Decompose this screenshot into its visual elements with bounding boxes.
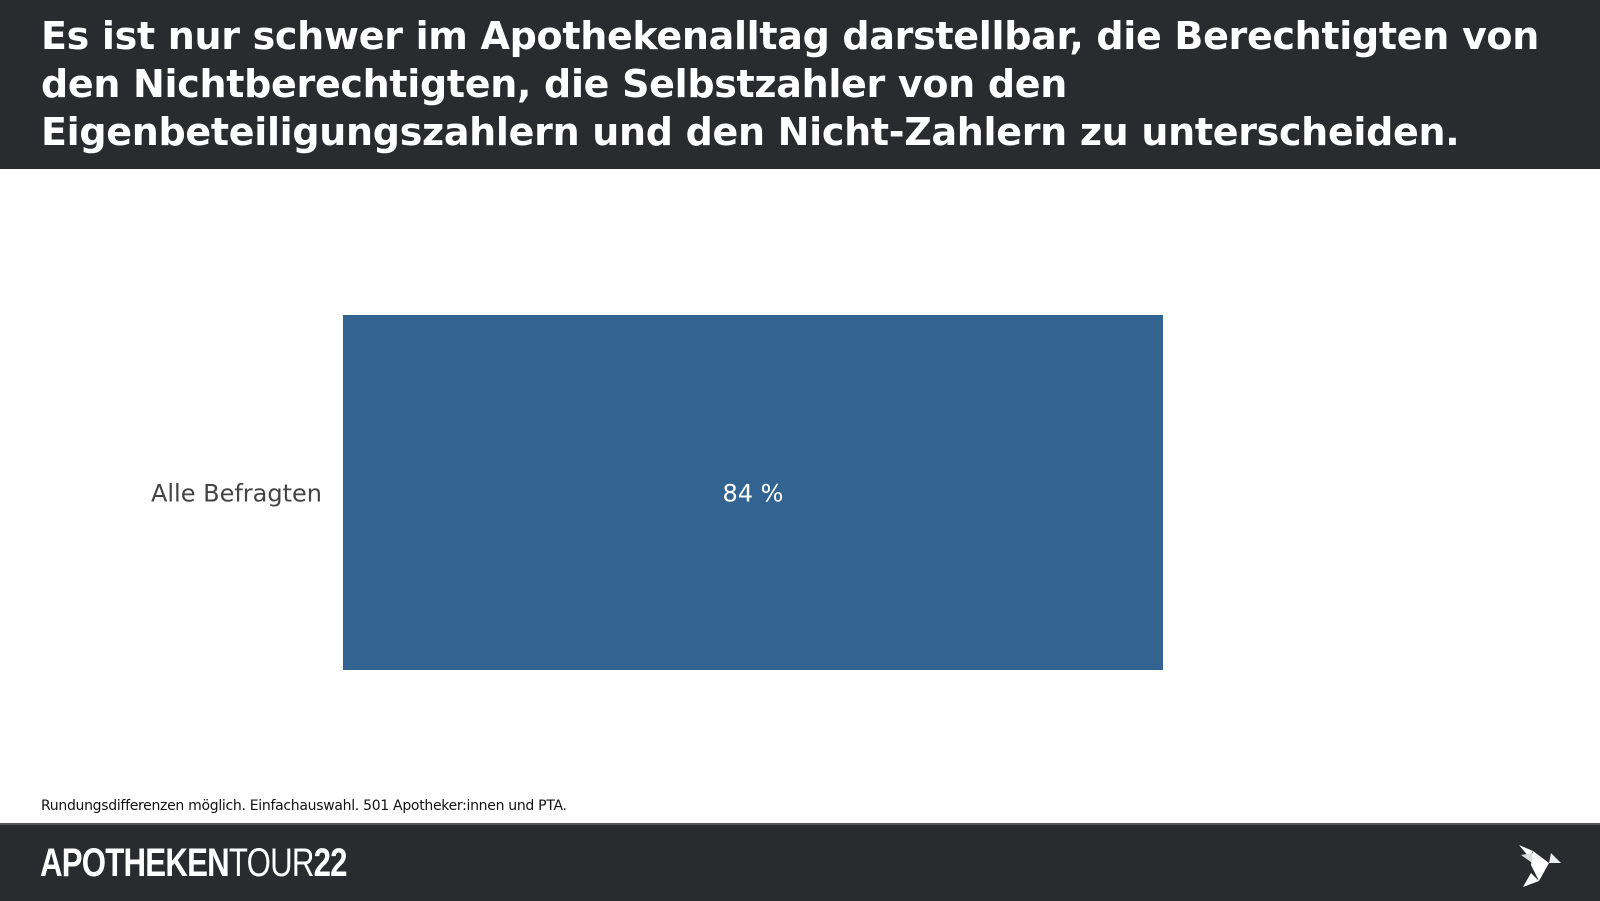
bar: [343, 315, 1163, 670]
page-title: Es ist nur schwer im Apothekenalltag dar…: [41, 14, 1539, 154]
logo-light: TOUR: [228, 841, 314, 885]
value-label: 84 %: [723, 480, 784, 508]
origami-bird-icon: [1519, 845, 1561, 887]
footnote: Rundungsdifferenzen möglich. Einfachausw…: [41, 798, 567, 814]
header: Es ist nur schwer im Apothekenalltag dar…: [0, 0, 1600, 169]
category-label: Alle Befragten: [151, 480, 322, 508]
brand-logo: APOTHEKENTOUR22: [40, 841, 348, 885]
bar-chart: Alle Befragten 84 %: [151, 315, 1163, 670]
logo-bold: APOTHEKEN: [40, 841, 230, 885]
footer: APOTHEKENTOUR22: [0, 823, 1600, 901]
logo-number: 22: [313, 841, 348, 885]
